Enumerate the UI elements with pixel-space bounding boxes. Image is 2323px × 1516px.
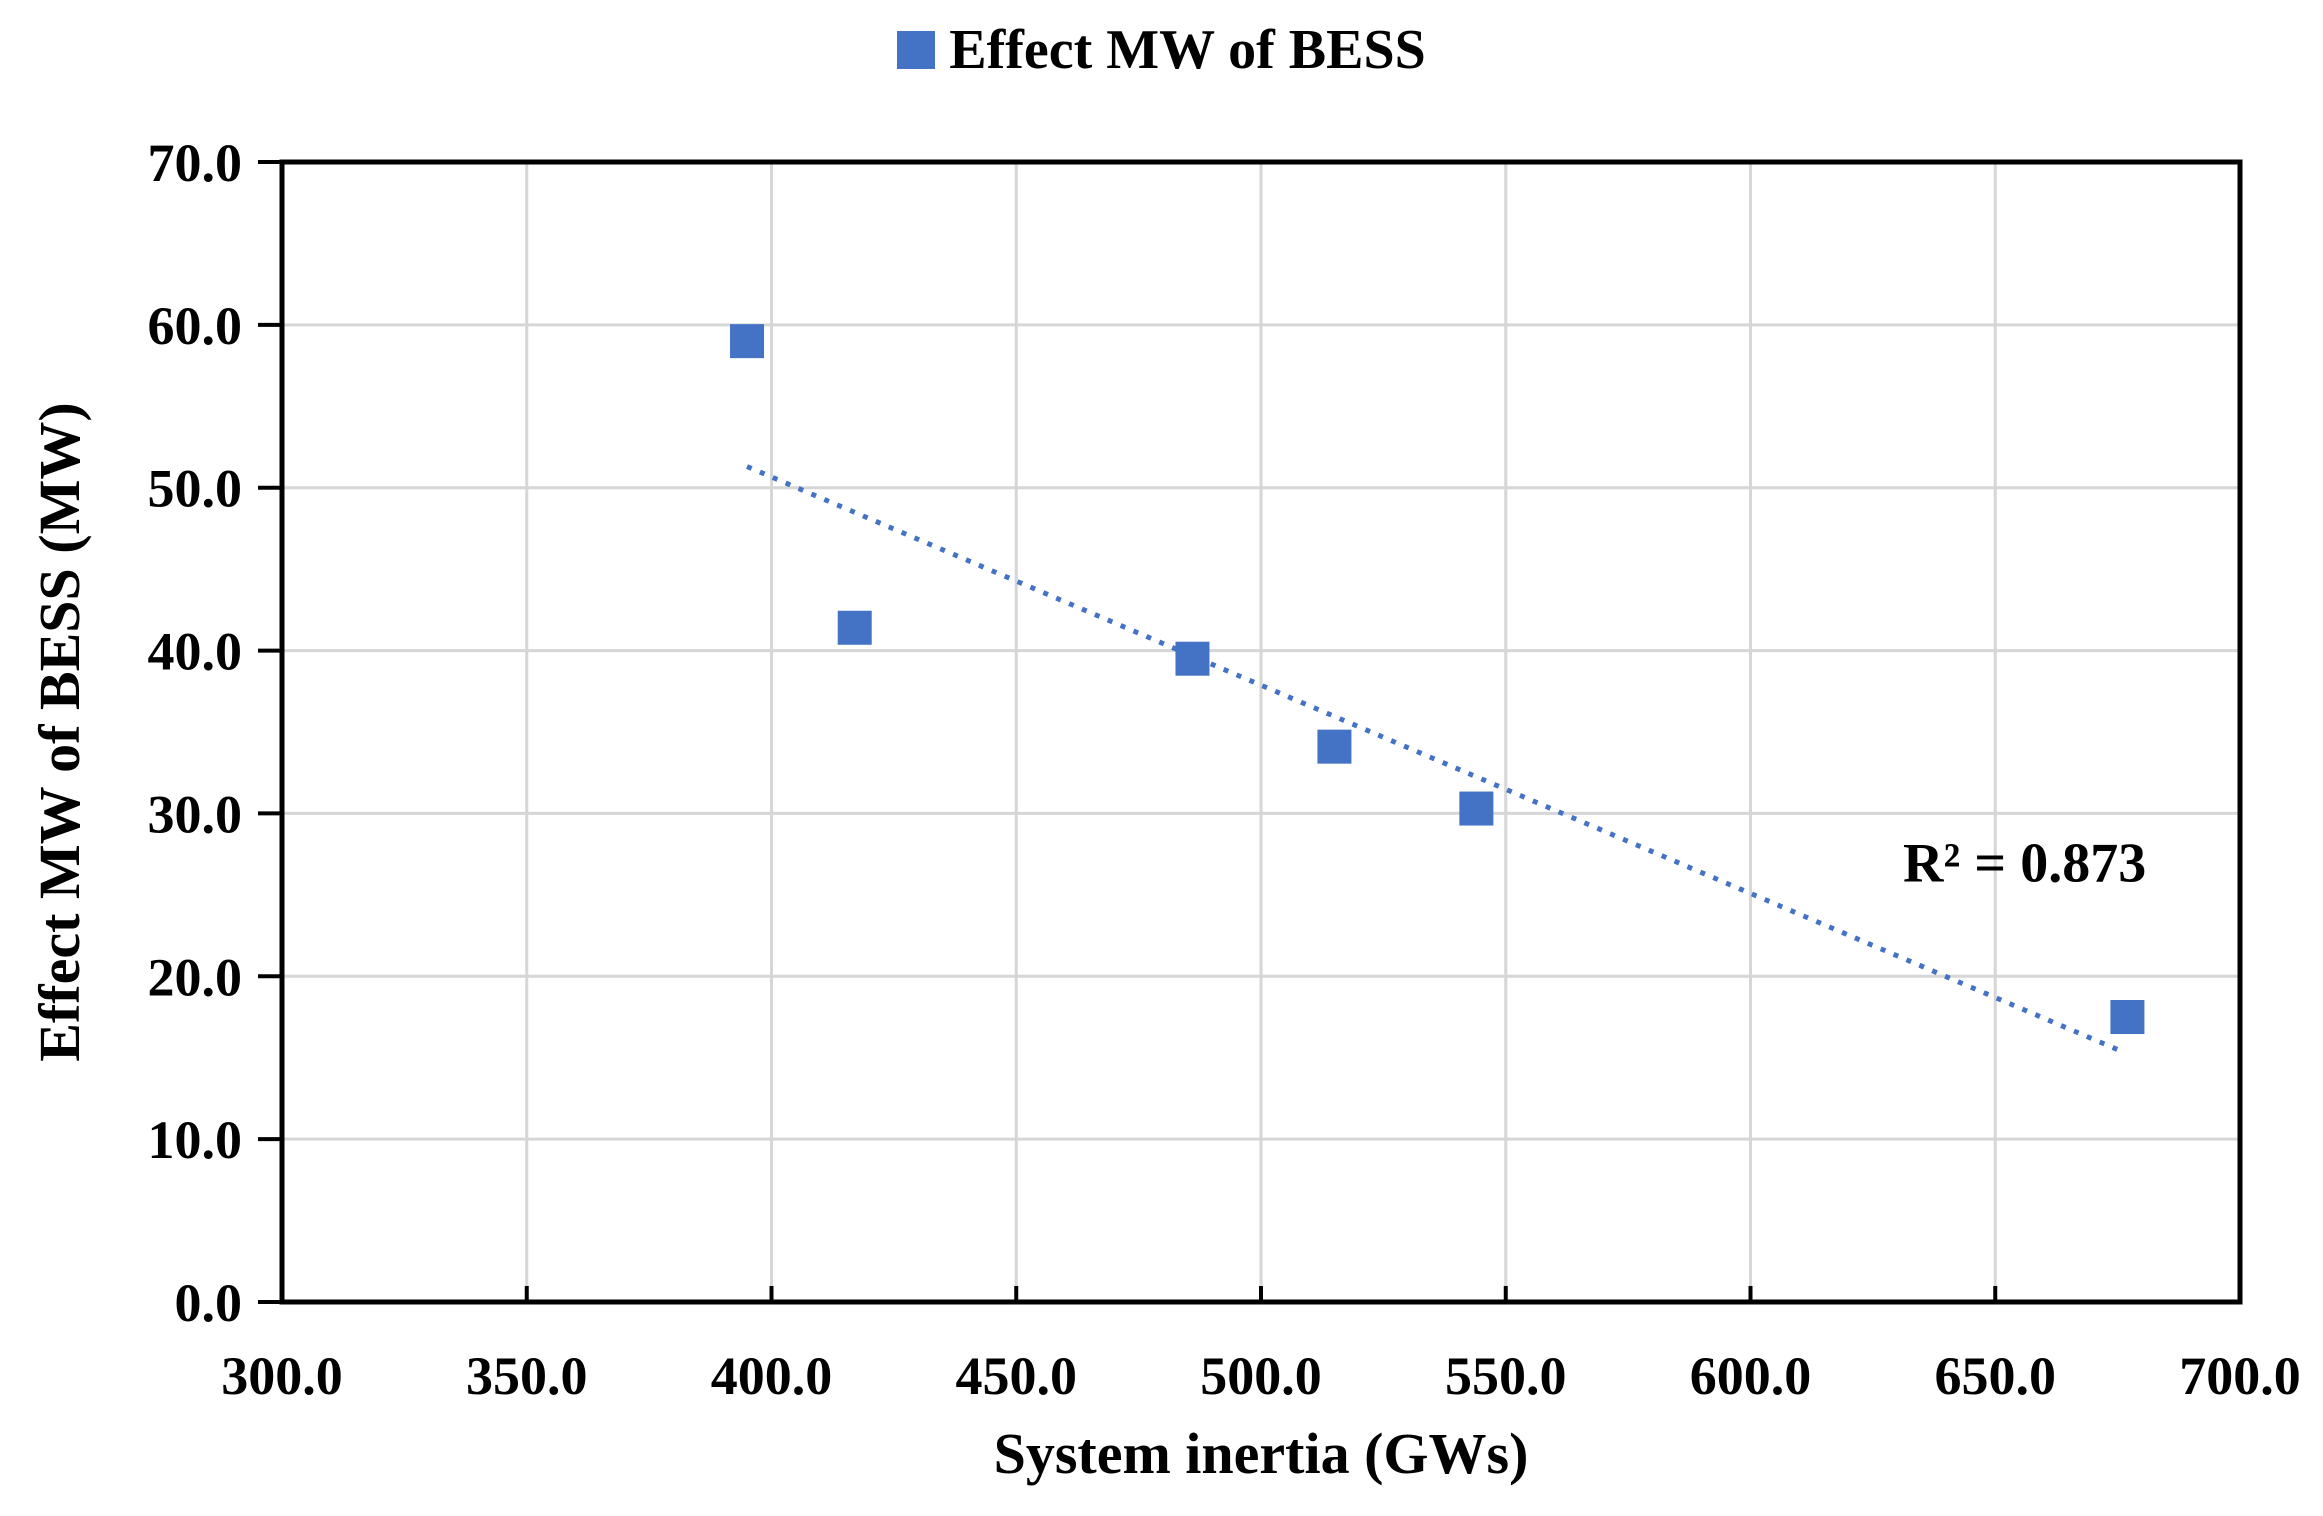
y-tick-label: 50.0 [148,459,243,519]
x-tick-label: 450.0 [956,1346,1078,1406]
data-point-marker [2110,1000,2145,1034]
y-tick-label: 60.0 [148,296,243,356]
chart-legend: Effect MW of BESS [0,22,2323,78]
data-point-marker [1317,729,1352,764]
x-tick-label: 700.0 [2179,1346,2301,1406]
x-tick-label: 300.0 [221,1346,343,1406]
x-tick-label: 500.0 [1200,1346,1322,1406]
x-tick-label: 550.0 [1445,1346,1567,1406]
r-squared-label: R² = 0.873 [1903,832,2146,894]
trendline [746,464,2119,1052]
x-tick-label: 350.0 [466,1346,588,1406]
legend-label: Effect MW of BESS [949,19,1426,81]
data-point-marker [1459,791,1494,826]
x-axis-title: System inertia (GWs) [993,1421,1529,1486]
data-point-marker [730,324,765,359]
y-tick-label: 20.0 [148,947,243,1007]
y-tick-label: 40.0 [148,622,243,682]
x-tick-label: 400.0 [711,1346,833,1406]
y-tick-label: 10.0 [148,1110,243,1170]
x-tick-label: 650.0 [1935,1346,2057,1406]
data-point-marker [837,610,872,645]
y-tick-label: 70.0 [148,133,243,193]
legend-square-marker-icon [897,31,936,69]
y-tick-label: 30.0 [148,784,243,844]
data-point-marker [1175,641,1210,676]
y-tick-label: 0.0 [175,1273,243,1333]
x-tick-label: 600.0 [1690,1346,1812,1406]
